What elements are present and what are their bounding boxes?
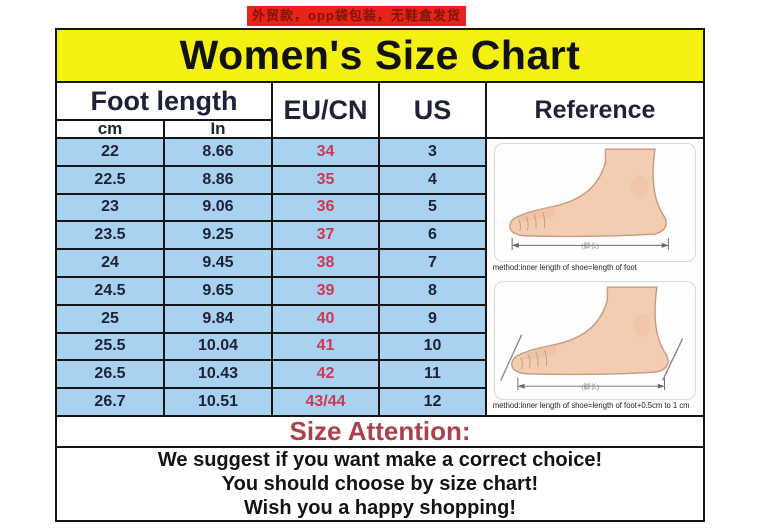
cell-us: 7 [380, 250, 487, 278]
cell-us: 11 [380, 361, 487, 390]
cell-cm: 26.5 [57, 361, 165, 390]
cell-cm: 22.5 [57, 166, 165, 195]
cell-us: 9 [380, 305, 487, 334]
cell-in: 9.25 [165, 222, 273, 251]
chart-panel: Women's Size Chart Foot length EU/CN US … [55, 28, 705, 522]
cell-in: 8.66 [165, 139, 273, 167]
cell-cm: 26.7 [57, 389, 165, 417]
cell-us: 8 [380, 277, 487, 306]
footer-note: We suggest if you want make a correct ch… [57, 448, 703, 520]
cell-eu: 34 [273, 139, 380, 167]
cell-us: 3 [380, 139, 487, 167]
dimension-label: (脚长) [581, 382, 599, 391]
cell-us: 12 [380, 389, 487, 417]
reference-cell: (脚长) method:inner length of shoe=length … [487, 139, 703, 417]
header-eu-cn: EU/CN [273, 83, 380, 139]
footer-line: You should choose by size chart! [221, 473, 539, 495]
cell-in: 9.06 [165, 194, 273, 223]
cell-us: 10 [380, 333, 487, 362]
cell-us: 5 [380, 194, 487, 223]
cell-eu: 37 [273, 222, 380, 251]
cell-cm: 23 [57, 194, 165, 223]
footer-line: We suggest if you want make a correct ch… [157, 449, 603, 471]
cell-eu: 40 [273, 305, 380, 334]
header-cm: cm [57, 119, 165, 139]
cell-in: 9.45 [165, 250, 273, 278]
cell-in: 10.51 [165, 389, 273, 417]
dimension-label: (脚长) [581, 241, 599, 250]
header-reference: Reference [487, 83, 703, 139]
page-title: Women's Size Chart [57, 30, 703, 83]
foot-photo-frame: (脚长) [494, 143, 696, 262]
top-banner: 外贸款，opp袋包装，无鞋盒发货 [247, 6, 466, 26]
header-foot-length: Foot length [57, 83, 273, 121]
cell-eu: 39 [273, 277, 380, 306]
size-table: Foot length EU/CN US Reference cm In [57, 83, 703, 417]
cell-in: 10.04 [165, 333, 273, 362]
cell-in: 10.43 [165, 361, 273, 390]
cell-cm: 24 [57, 250, 165, 278]
foot-measure-diagram-icon: (脚长) [509, 148, 669, 250]
cell-eu: 38 [273, 250, 380, 278]
cell-cm: 25 [57, 305, 165, 334]
header-in: In [165, 119, 273, 139]
reference-item-bottom: (脚长) method:inner length of shoe=length … [487, 277, 703, 415]
cell-cm: 22 [57, 139, 165, 167]
cell-in: 9.84 [165, 305, 273, 334]
cell-us: 4 [380, 166, 487, 195]
cell-eu: 42 [273, 361, 380, 390]
cell-cm: 25.5 [57, 333, 165, 362]
cell-cm: 23.5 [57, 222, 165, 251]
size-attention-heading: Size Attention: [57, 416, 703, 448]
cell-eu: 43/44 [273, 389, 380, 417]
cell-us: 6 [380, 222, 487, 251]
cell-in: 8.86 [165, 166, 273, 195]
cell-cm: 24.5 [57, 277, 165, 306]
reference-caption-top: method:inner length of shoe=length of fo… [492, 262, 637, 272]
footer-line: Wish you a happy shopping! [243, 497, 517, 519]
cell-eu: 36 [273, 194, 380, 223]
reference-caption-bottom: method:inner length of shoe=length of fo… [492, 400, 690, 410]
cell-in: 9.65 [165, 277, 273, 306]
foot-measure-diagram-icon: (脚长) [500, 286, 684, 391]
cell-eu: 35 [273, 166, 380, 195]
header-us: US [380, 83, 487, 139]
foot-photo-frame: (脚长) [494, 280, 696, 400]
cell-eu: 41 [273, 333, 380, 362]
reference-item-top: (脚长) method:inner length of shoe=length … [487, 139, 703, 277]
